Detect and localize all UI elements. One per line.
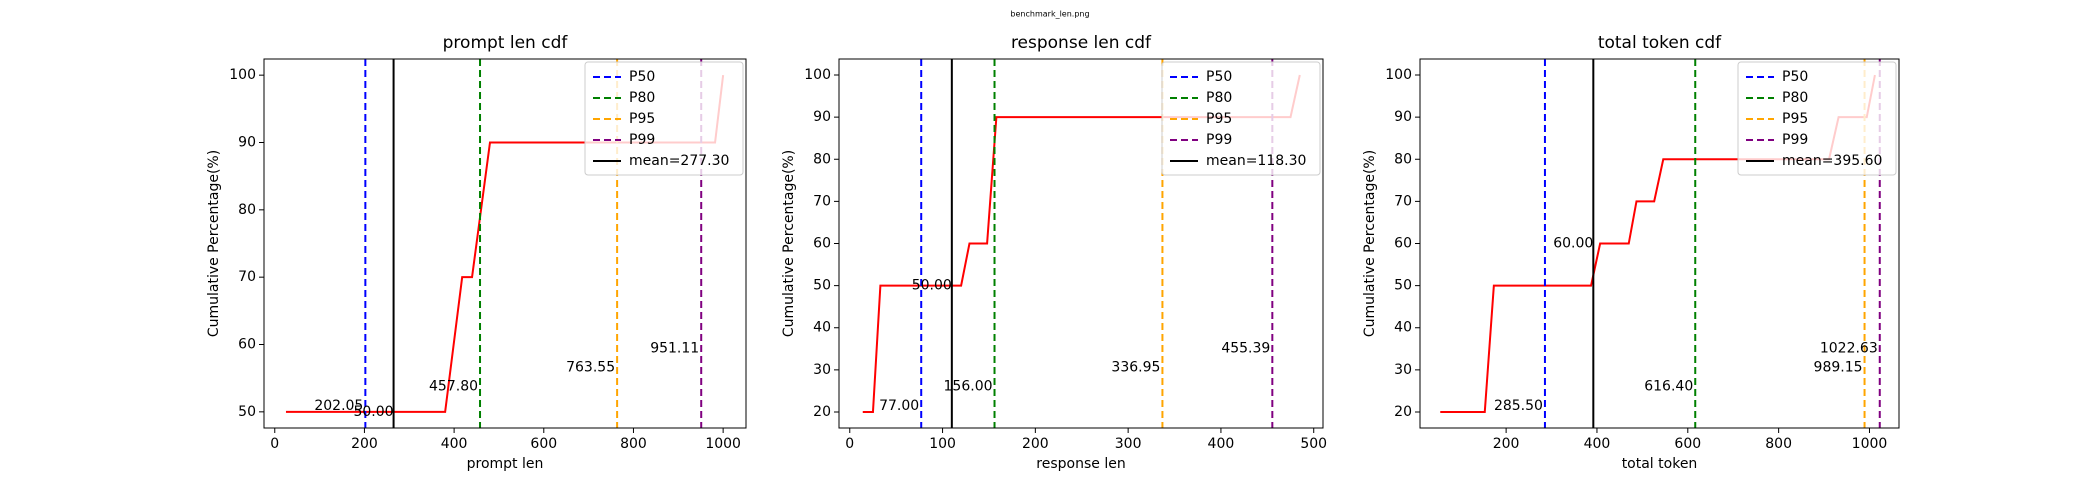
legend-label: P80: [629, 90, 655, 106]
y-tick-label: 40: [813, 320, 831, 336]
legend-label: P99: [1206, 132, 1232, 148]
legend-label: P99: [629, 132, 655, 148]
legend-box: [1737, 61, 1897, 176]
legend-label: P80: [1206, 90, 1232, 106]
y-axis-label: Cumulative Percentage(%): [1362, 150, 1378, 337]
legend-label: mean=277.30: [629, 153, 729, 169]
legend-box: [584, 61, 744, 176]
y-tick-label: 80: [813, 151, 831, 167]
y-tick-label: 60: [813, 236, 831, 252]
y-tick-label: 90: [238, 134, 256, 150]
x-tick-label: 800: [1765, 436, 1792, 452]
percentile-label: 457.80: [429, 379, 478, 395]
percentile-label: 1022.63: [1820, 340, 1878, 356]
percentile-label: 77.00: [879, 398, 919, 414]
legend-label: mean=118.30: [1206, 153, 1306, 169]
mean-cdf-label: 50.00: [353, 404, 393, 420]
y-tick-label: 50: [238, 404, 256, 420]
x-tick-label: 600: [530, 436, 557, 452]
y-tick-label: 60: [1394, 236, 1412, 252]
x-tick-label: 0: [270, 436, 279, 452]
y-tick-label: 100: [1385, 67, 1412, 83]
x-tick-label: 1000: [1852, 436, 1888, 452]
mean-cdf-label: 60.00: [1553, 236, 1593, 252]
x-tick-label: 800: [620, 436, 647, 452]
x-tick-label: 200: [351, 436, 378, 452]
y-tick-label: 30: [813, 362, 831, 378]
y-tick-label: 60: [238, 337, 256, 353]
legend-label: P99: [1782, 132, 1808, 148]
percentile-label: 202.05: [314, 398, 363, 414]
y-tick-label: 40: [1394, 320, 1412, 336]
x-tick-label: 200: [1022, 436, 1049, 452]
y-tick-label: 80: [1394, 151, 1412, 167]
legend-label: P50: [629, 69, 655, 85]
y-axis-label: Cumulative Percentage(%): [781, 150, 797, 337]
percentile-label: 989.15: [1814, 359, 1863, 375]
mean-cdf-label: 50.00: [912, 278, 952, 294]
x-tick-label: 500: [1300, 436, 1327, 452]
legend-label: P50: [1782, 69, 1808, 85]
legend-label: P50: [1206, 69, 1232, 85]
y-tick-label: 80: [238, 202, 256, 218]
y-tick-label: 70: [238, 269, 256, 285]
y-tick-label: 50: [813, 278, 831, 294]
legend-label: P95: [1206, 111, 1232, 127]
percentile-label: 156.00: [944, 379, 993, 395]
percentile-label: 455.39: [1221, 340, 1270, 356]
x-axis-label: total token: [1622, 456, 1698, 472]
figure-title: benchmark_len.png: [1010, 10, 1089, 19]
percentile-label: 285.50: [1494, 398, 1543, 414]
legend-label: P95: [629, 111, 655, 127]
legend-box: [1161, 61, 1321, 176]
x-tick-label: 200: [1493, 436, 1520, 452]
y-tick-label: 20: [813, 404, 831, 420]
x-axis-label: response len: [1036, 456, 1125, 472]
legend-label: P95: [1782, 111, 1808, 127]
percentile-label: 616.40: [1644, 379, 1693, 395]
x-tick-label: 300: [1115, 436, 1142, 452]
chart-title: total token cdf: [1598, 33, 1722, 53]
x-tick-label: 400: [441, 436, 468, 452]
percentile-label: 951.11: [650, 340, 699, 356]
chart-title: response len cdf: [1011, 33, 1152, 53]
x-axis-label: prompt len: [467, 456, 544, 472]
x-tick-label: 600: [1674, 436, 1701, 452]
plot-frame: [1419, 58, 1900, 429]
x-tick-label: 100: [929, 436, 956, 452]
y-tick-label: 90: [1394, 109, 1412, 125]
plot-frame: [263, 58, 747, 429]
y-tick-label: 90: [813, 109, 831, 125]
y-tick-label: 70: [1394, 193, 1412, 209]
y-axis-label: Cumulative Percentage(%): [206, 150, 222, 337]
y-tick-label: 100: [229, 67, 256, 83]
legend-label: P80: [1782, 90, 1808, 106]
x-tick-label: 400: [1584, 436, 1611, 452]
chart-title: prompt len cdf: [443, 33, 569, 53]
y-tick-label: 30: [1394, 362, 1412, 378]
y-tick-label: 50: [1394, 278, 1412, 294]
legend-label: mean=395.60: [1782, 153, 1882, 169]
x-tick-label: 0: [845, 436, 854, 452]
y-tick-label: 100: [804, 67, 831, 83]
percentile-label: 763.55: [566, 359, 615, 375]
x-tick-label: 1000: [705, 436, 741, 452]
y-tick-label: 70: [813, 193, 831, 209]
plot-frame: [838, 58, 1324, 429]
percentile-label: 336.95: [1111, 359, 1160, 375]
x-tick-label: 400: [1208, 436, 1235, 452]
y-tick-label: 20: [1394, 404, 1412, 420]
